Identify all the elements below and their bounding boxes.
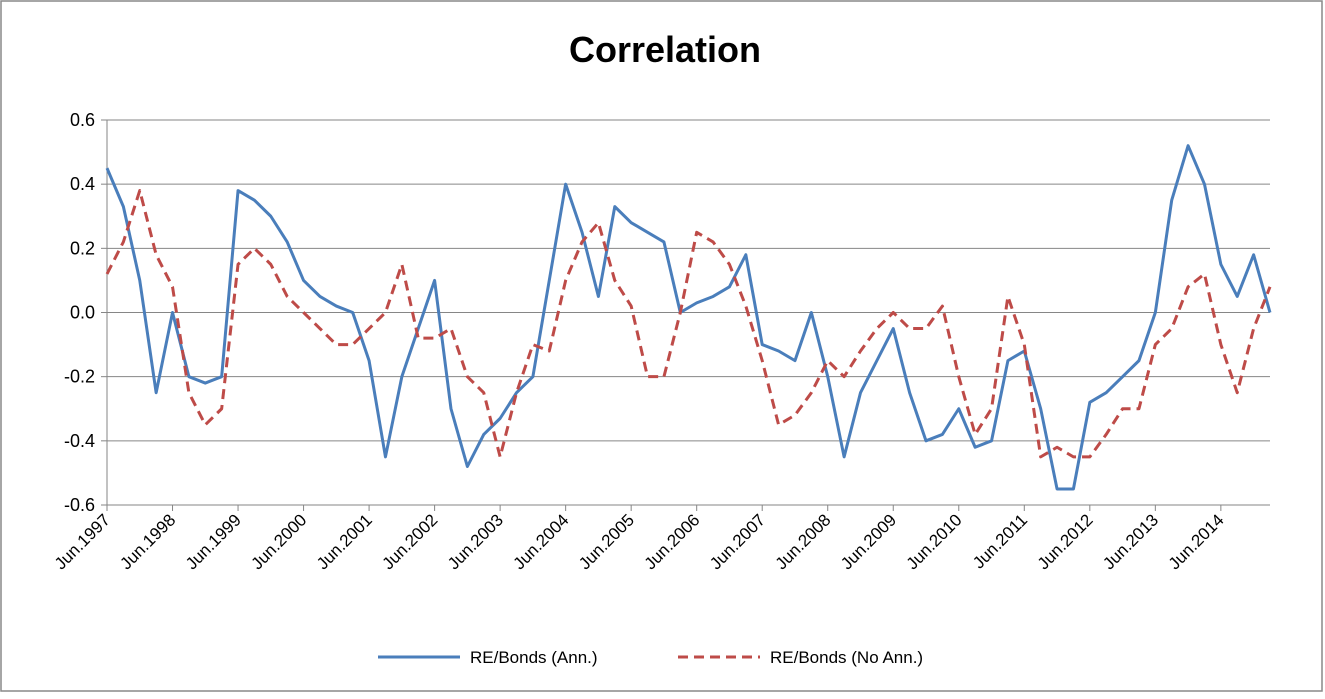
- y-tick-label: 0.2: [70, 238, 95, 258]
- legend-label: RE/Bonds (No Ann.): [770, 648, 923, 667]
- y-tick-label: -0.4: [64, 431, 95, 451]
- y-tick-label: -0.2: [64, 367, 95, 387]
- y-tick-label: 0.0: [70, 303, 95, 323]
- chart-title: Correlation: [569, 29, 761, 70]
- y-tick-label: 0.6: [70, 110, 95, 130]
- legend-label: RE/Bonds (Ann.): [470, 648, 598, 667]
- y-tick-label: 0.4: [70, 174, 95, 194]
- series-line: [105, 144, 1272, 491]
- y-tick-label: -0.6: [64, 495, 95, 515]
